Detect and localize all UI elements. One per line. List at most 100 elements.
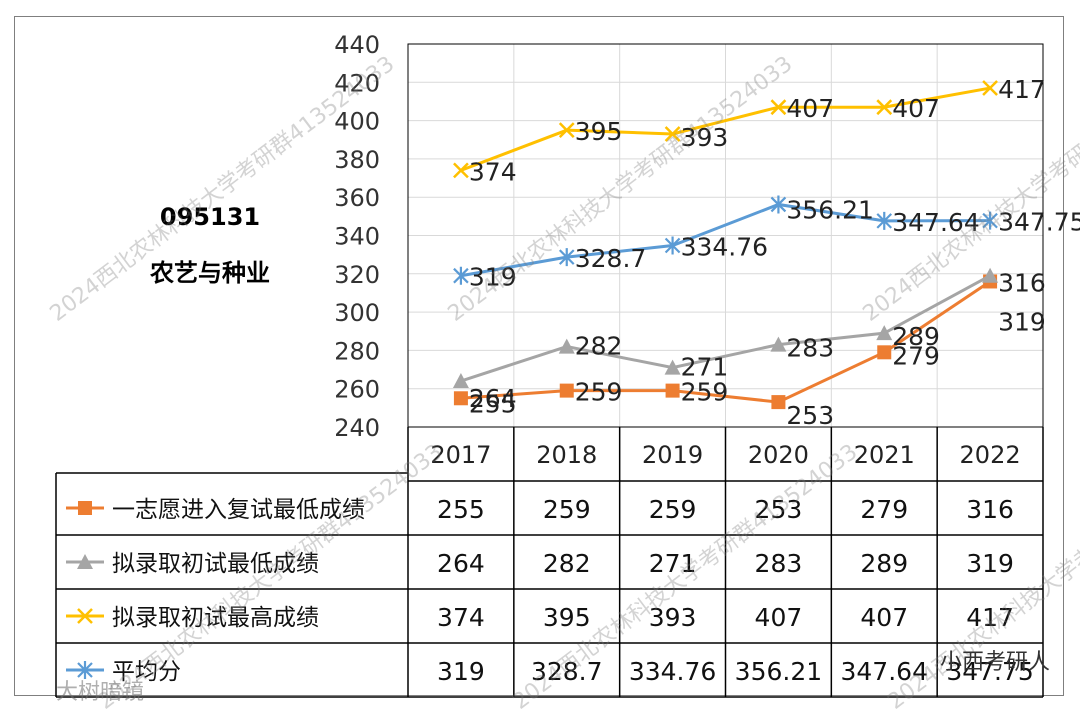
legend-label: 一志愿进入复试最低成绩 — [112, 497, 365, 523]
legend-label: 拟录取初试最高成绩 — [112, 605, 319, 631]
chart-subtitle: 农艺与种业 — [150, 259, 270, 287]
marker-x — [982, 80, 998, 96]
chart-frame — [14, 16, 1064, 696]
marker-triangle — [982, 267, 999, 283]
table-cell: 283 — [755, 549, 803, 578]
data-label: 328.7 — [575, 244, 647, 273]
x-tick-label: 2019 — [642, 441, 703, 469]
data-label: 319 — [998, 308, 1046, 337]
data-label: 407 — [786, 94, 834, 123]
marker-x — [876, 99, 893, 116]
data-label: 279 — [892, 341, 940, 370]
marker-x — [77, 608, 93, 624]
table-cell: 259 — [543, 495, 591, 524]
data-label: 407 — [892, 94, 940, 123]
table-cell: 393 — [649, 603, 697, 632]
marker-star — [453, 266, 469, 285]
table-cell: 316 — [966, 495, 1014, 524]
table-cell: 319 — [966, 549, 1014, 578]
data-label: 347.75 — [998, 208, 1080, 237]
x-tick-label: 2017 — [430, 441, 491, 469]
table-cell: 407 — [860, 603, 908, 632]
y-tick-label: 300 — [334, 299, 380, 327]
data-label: 347.64 — [892, 208, 979, 237]
marker-square — [771, 395, 786, 410]
data-label: 395 — [575, 117, 623, 146]
x-tick-label: 2022 — [960, 441, 1021, 469]
legend-label: 平均分 — [112, 659, 181, 685]
table-cell: 347.64 — [841, 657, 928, 686]
table-cell: 289 — [860, 549, 908, 578]
marker-star — [770, 195, 787, 214]
marker-star — [982, 211, 998, 230]
data-label: 283 — [786, 334, 834, 363]
x-tick-label: 2021 — [854, 441, 915, 469]
y-tick-label: 280 — [334, 337, 380, 365]
data-label: 417 — [998, 75, 1046, 104]
marker-star — [77, 661, 93, 679]
marker-triangle — [664, 359, 681, 375]
table-cell: 374 — [437, 603, 485, 632]
marker-x — [558, 122, 575, 139]
marker-square — [559, 383, 574, 398]
chart-title: 095131 — [159, 203, 261, 231]
marker-triangle — [876, 325, 893, 341]
series-line — [460, 280, 991, 404]
table-cell: 255 — [437, 495, 485, 524]
marker-star — [876, 211, 893, 230]
data-label: 334.76 — [681, 233, 768, 262]
data-label: 259 — [681, 378, 729, 407]
table-cell: 271 — [649, 549, 697, 578]
table-cell: 319 — [437, 657, 485, 686]
data-label: 356.21 — [786, 195, 873, 224]
table-cell: 395 — [543, 603, 591, 632]
y-tick-label: 240 — [334, 414, 380, 442]
marker-triangle — [770, 336, 787, 352]
table-cell: 347.75 — [946, 657, 1033, 686]
table-cell: 259 — [649, 495, 697, 524]
data-label: 374 — [469, 157, 517, 186]
x-tick-label: 2018 — [536, 441, 597, 469]
marker-star — [664, 236, 681, 255]
data-label: 319 — [469, 263, 517, 292]
data-label: 393 — [681, 123, 729, 152]
data-label: 255 — [469, 389, 517, 418]
marker-triangle — [558, 338, 575, 354]
marker-x — [453, 162, 469, 179]
y-tick-label: 320 — [334, 261, 380, 289]
y-tick-label: 440 — [334, 31, 380, 59]
table-cell: 328.7 — [531, 657, 603, 686]
marker-square — [665, 383, 680, 398]
marker-triangle — [77, 554, 93, 569]
data-label: 282 — [575, 332, 623, 361]
data-label: 264 — [469, 384, 517, 413]
table-cell: 417 — [966, 603, 1014, 632]
y-tick-label: 420 — [334, 69, 380, 97]
marker-triangle — [452, 373, 469, 389]
marker-square — [877, 345, 892, 360]
series-line — [460, 274, 991, 383]
y-tick-label: 360 — [334, 184, 380, 212]
y-tick-label: 340 — [334, 223, 380, 251]
footer-watermark-right: 小西考研人 — [940, 650, 1051, 675]
table-cell: 282 — [543, 549, 591, 578]
x-tick-label: 2020 — [748, 441, 809, 469]
series-line — [460, 86, 991, 172]
marker-x — [664, 126, 681, 142]
table-cell: 407 — [755, 603, 803, 632]
data-label: 316 — [998, 268, 1046, 297]
series-line — [460, 202, 991, 278]
y-tick-label: 260 — [334, 376, 380, 404]
y-tick-label: 400 — [334, 108, 380, 136]
data-label: 259 — [575, 378, 623, 407]
table-cell: 279 — [860, 495, 908, 524]
data-label: 289 — [892, 322, 940, 351]
table-cell: 356.21 — [735, 657, 822, 686]
table-cell: 253 — [755, 495, 803, 524]
data-label: 271 — [681, 353, 729, 382]
marker-x — [770, 99, 787, 116]
table-cell: 334.76 — [629, 657, 716, 686]
y-tick-label: 380 — [334, 146, 380, 174]
